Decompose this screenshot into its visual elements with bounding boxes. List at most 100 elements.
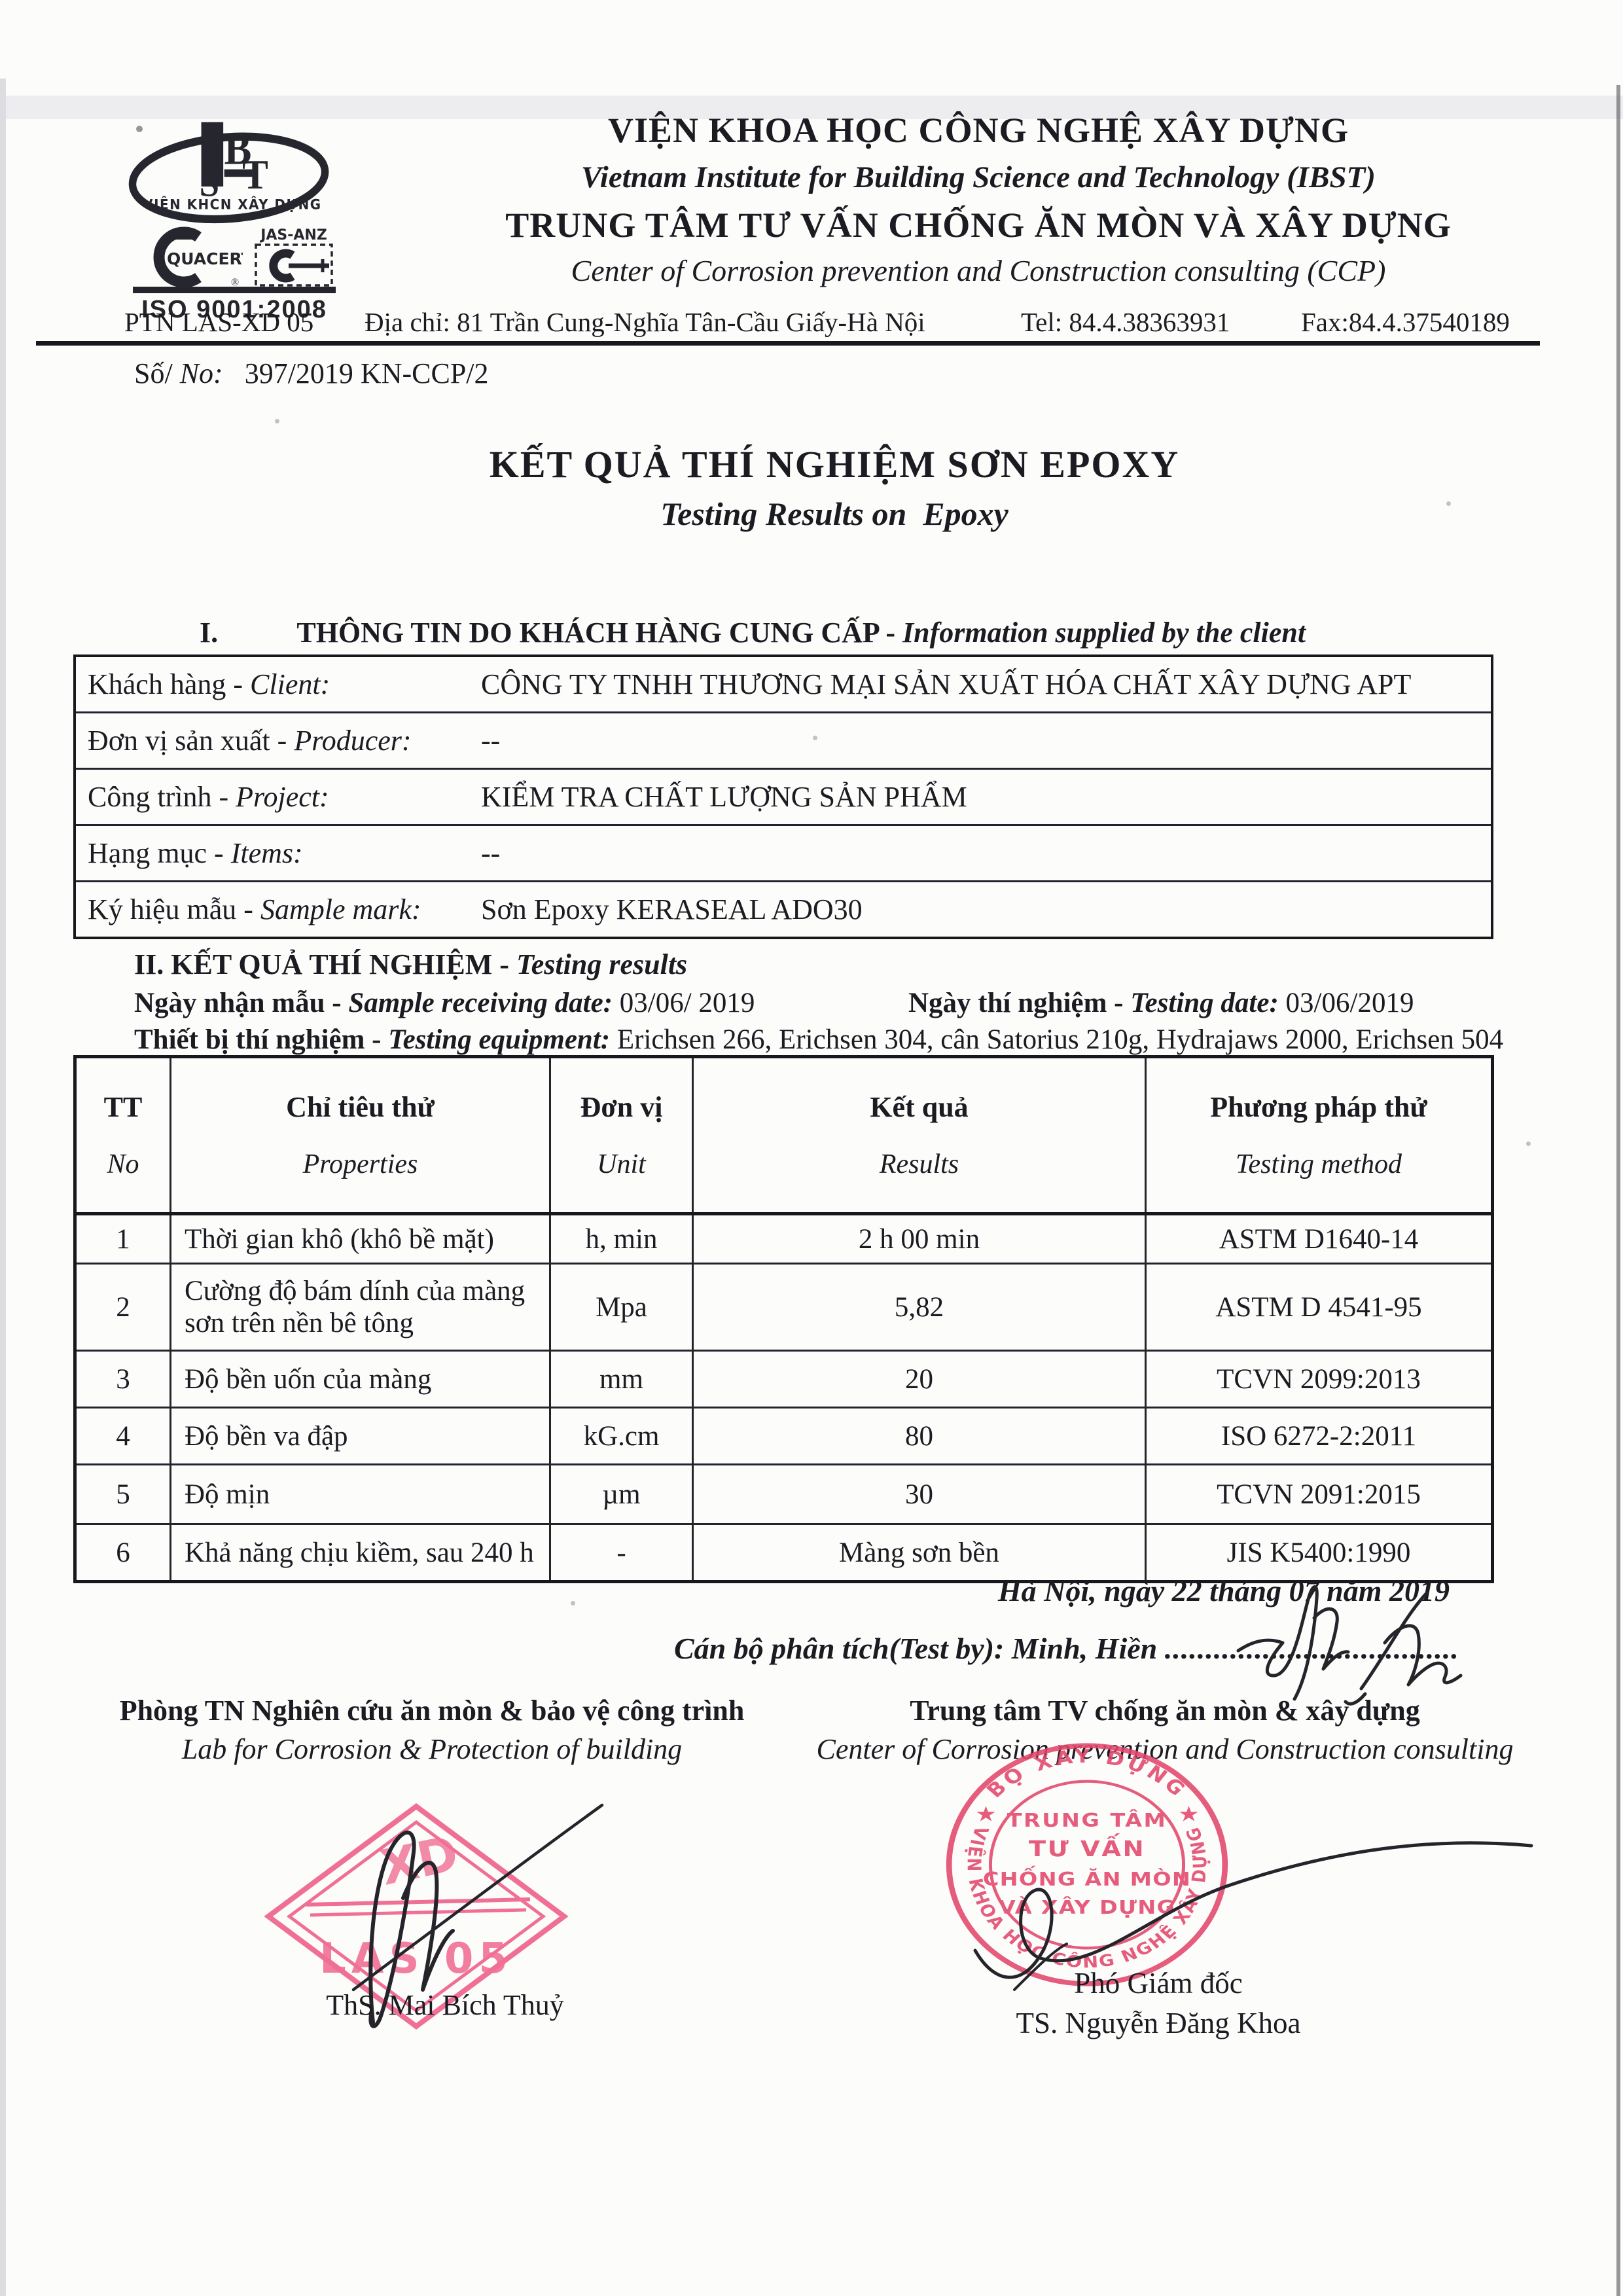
sample-receiving-date: Ngày nhận mẫu - Sample receiving date: 0… [134,987,755,1019]
cell-property: Độ mịn [169,1463,551,1525]
iso-certification-label: ISO 9001:2008 [141,296,327,323]
quacert-label: QUACERT [167,249,243,268]
org-name-en: Vietnam Institute for Building Science a… [581,160,1376,194]
doc-no-label-vi: Số/ [134,357,173,389]
round-official-stamp-icon: BỘ XÂY DỰNG VIỆN KHOA HỌC CÔNG NGHỆ XÂY … [946,1743,1228,1986]
cell-method: ASTM D 4541-95 [1145,1263,1493,1352]
header-divider [36,341,1540,346]
section1-heading-vi: THÔNG TIN DO KHÁCH HÀNG CUNG CẤP - [296,617,896,649]
label-en: Project: [236,781,329,813]
scan-speck [571,1601,575,1605]
header-logo-block: B S T VIỆN KHCN XÂY DỰNG QUACERT ® JAS-A… [108,97,409,346]
result-row: 3 Độ bền uốn của màng mm 20 TCVN 2099:20… [74,1350,1493,1408]
section1-number: I. [200,617,219,649]
equipment-value: Erichsen 266, Erichsen 304, cân Satorius… [616,1024,1504,1055]
quacert-logo-icon: QUACERT ® [153,226,243,288]
testing-label-en: Testing date: [1130,988,1279,1018]
doc-no-label-en: No: [179,357,223,389]
test-by-label: Cán bộ phân tích(Test by): Minh, Hiền [674,1632,1165,1665]
left-dept-name-vi: Phòng TN Nghiên cứu ăn mòn & bảo vệ công… [119,1695,745,1727]
cell-result: 2 h 00 min [692,1213,1147,1265]
sample-mark-row-label: Ký hiệu mẫu - Sample mark: [75,880,473,938]
cell-unit: - [549,1523,694,1583]
iso-underline-bar [133,287,336,293]
cell-result: 30 [692,1463,1147,1525]
cell-result: Màng sơn bền [692,1523,1147,1583]
cell-result: 80 [692,1407,1147,1465]
scan-speck [1446,501,1451,506]
document-title-en: Testing Results on Epoxy [660,495,1008,532]
scan-speck [136,126,143,132]
left-signer-signature-icon [351,1803,604,2028]
ibst-logo-icon: B S T VIỆN KHCN XÂY DỰNG [128,122,329,224]
cell-unit: Mpa [549,1263,694,1352]
project-row-value: KIỂM TRA CHẤT LƯỢNG SẢN PHẨM [473,768,1492,825]
testing-date-value: 03/06/2019 [1285,988,1414,1018]
items-row: Hạng mục - Items: -- [75,824,1492,882]
results-header-row: TT No Chỉ tiêu thử Properties Đơn vị Unit K… [74,1056,1493,1215]
project-row-label: Công trình - Project: [75,768,473,825]
cell-unit: h, min [549,1213,694,1265]
project-row: Công trình - Project: KIỂM TRA CHẤT LƯỢN… [75,768,1492,825]
cell-method: JIS K5400:1990 [1145,1523,1493,1583]
right-signer-signature-icon [973,1841,1533,1991]
cell-unit: mm [549,1350,694,1408]
section2-heading-vi: II. KẾT QUẢ THÍ NGHIỆM - [134,948,509,980]
ibst-letter-t: T [242,152,268,198]
receiving-date-value: 03/06/ 2019 [619,988,755,1018]
org-name-vi: VIỆN KHOA HỌC CÔNG NGHỆ XÂY DỰNG [607,111,1349,150]
stamp-star-right: ★ [1178,1803,1200,1826]
jas-anz-label: JAS-ANZ [259,227,327,243]
center-name-en: Center of Corrosion prevention and Const… [571,253,1386,287]
right-signer-title: Phó Giám đốc [1074,1967,1243,2000]
cell-property: Độ bền va đập [169,1407,551,1465]
result-row: 4 Độ bền va đập kG.cm 80 ISO 6272-2:2011 [74,1407,1493,1465]
cell-result: 5,82 [692,1263,1147,1352]
jas-anz-logo-icon: JAS-ANZ [255,227,333,287]
client-row-label: Khách hàng - Client: [75,655,473,713]
right-department-block: Trung tâm TV chống ăn mòn & xây dựng Cen… [772,1694,1558,1766]
stamp-center-line3: CHỐNG ĂN MÒN [983,1865,1191,1891]
equipment-label-en: Testing equipment: [388,1024,611,1055]
left-department-block: Phòng TN Nghiên cứu ăn mòn & bảo vệ công… [92,1694,772,1766]
scan-artifact-left-edge [0,79,6,2296]
right-signer-block: Phó Giám đốc TS. Nguyễn Đăng Khoa [955,1964,1361,2043]
right-dept-name-en: Center of Corrosion prevention and Const… [816,1733,1514,1765]
col-header-no: TT No [74,1056,171,1215]
result-row: 2 Cường độ bám dính của màng sơn trên nề… [74,1263,1493,1352]
doc-no-value: 397/2019 KN-CCP/2 [244,357,489,389]
equipment-line: Thiết bị thí nghiệm - Testing equipment:… [134,1024,1503,1056]
label-en: Client: [250,668,330,700]
scan-speck [1526,1141,1531,1146]
col-header-unit: Đơn vị Unit [549,1056,694,1215]
items-row-value: -- [473,824,1492,882]
label-vi: Khách hàng - [88,668,243,700]
analyst-signature-icon [1236,1585,1463,1706]
stamp-center-line2: TƯ VẤN [1029,1833,1145,1861]
document-title-vi: KẾT QUẢ THÍ NGHIỆM SƠN EPOXY [489,443,1180,486]
cell-property: Thời gian khô (khô bề mặt) [169,1213,551,1265]
stamp-center-line4: VÀ XÂY DỰNG [999,1895,1175,1918]
ibst-letter-s: S [199,162,219,205]
cell-method: ISO 6272-2:2011 [1145,1407,1493,1465]
registered-mark: ® [231,277,239,288]
sample-mark-row-value: Sơn Epoxy KERASEAL ADO30 [473,880,1492,938]
section2-heading: II. KẾT QUẢ THÍ NGHIỆM - Testing results [134,948,687,981]
lab-code: PTN LAS-XD 05 [124,307,314,337]
label-en: Sample mark: [260,893,421,925]
col-header-properties: Chỉ tiêu thử Properties [169,1056,551,1215]
letterhead: VIỆN KHOA HỌC CÔNG NGHỆ XÂY DỰNG Vietnam… [406,110,1551,289]
cell-property: Cường độ bám dính của màng sơn trên nền … [169,1263,551,1352]
scan-speck [275,419,279,423]
scan-artifact-right-edge [1616,85,1620,2296]
items-row-label: Hạng mục - Items: [75,824,473,882]
results-table: TT No Chỉ tiêu thử Properties Đơn vị Unit K… [73,1055,1494,1583]
result-row: 6 Khả năng chịu kiềm, sau 240 h - Màng s… [74,1523,1493,1583]
ibst-caption: VIỆN KHCN XÂY DỰNG [143,195,321,213]
label-vi: Đơn vị sản xuất - [88,725,287,757]
left-signer-name: ThS. Mai Bích Thuỷ [326,1989,564,2021]
client-row: Khách hàng - Client: CÔNG TY TNHH THƯƠNG… [75,655,1492,713]
telephone: Tel: 84.4.38363931 [1021,307,1230,337]
label-en: Producer: [294,725,412,757]
